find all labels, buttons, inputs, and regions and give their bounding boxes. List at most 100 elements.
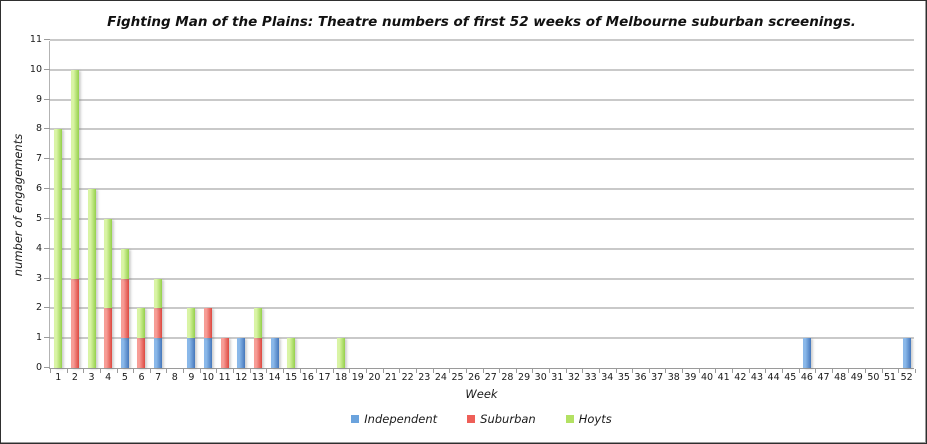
x-axis-tick <box>349 369 351 373</box>
y-axis-tick <box>44 307 50 309</box>
x-tick-label: 5 <box>121 372 128 383</box>
x-axis-tick <box>116 369 118 373</box>
x-tick-label: 49 <box>850 372 863 383</box>
x-tick-label: 44 <box>767 372 780 383</box>
bar-segment-independent-week-9 <box>187 338 196 368</box>
bar-segment-suburban-week-11 <box>220 338 229 368</box>
bar-segment-suburban-week-13 <box>253 338 262 368</box>
bar-segment-suburban-week-4 <box>104 308 113 368</box>
x-axis-tick <box>665 369 667 373</box>
x-axis-tick <box>50 369 51 373</box>
x-tick-label: 37 <box>651 372 664 383</box>
x-axis-tick <box>748 369 750 373</box>
y-axis-tick <box>44 247 50 249</box>
legend-item-hoyts: Hoyts <box>565 413 612 425</box>
x-axis-tick <box>216 369 218 373</box>
x-tick-label: 38 <box>667 372 680 383</box>
bar-segment-independent-week-5 <box>120 338 129 368</box>
x-tick-label: 10 <box>201 372 215 383</box>
bar-segment-independent-week-12 <box>237 338 246 368</box>
x-axis-tick <box>565 369 567 373</box>
y-tick-label: 5 <box>35 212 42 224</box>
x-axis-tick <box>765 369 767 373</box>
y-axis-tick <box>44 39 50 40</box>
x-axis-tick <box>549 369 551 373</box>
x-tick-label: 28 <box>501 372 514 383</box>
x-axis-tick <box>698 369 700 373</box>
x-tick-label: 7 <box>155 372 162 383</box>
chart-title: Fighting Man of the Plains: Theatre numb… <box>107 14 856 30</box>
x-tick-label: 46 <box>800 372 813 383</box>
x-tick-label: 48 <box>834 372 847 383</box>
bar-segment-hoyts-week-15 <box>287 338 296 368</box>
x-axis-tick <box>432 369 434 373</box>
bar-segment-hoyts-week-3 <box>87 189 96 368</box>
x-tick-label: 23 <box>418 372 431 383</box>
bar-segment-suburban-week-7 <box>154 308 163 339</box>
x-axis-tick <box>66 369 68 373</box>
x-tick-label: 17 <box>318 372 331 383</box>
bar-segment-independent-week-7 <box>154 338 163 368</box>
x-axis-tick <box>532 369 534 373</box>
x-tick-label: 14 <box>268 372 281 383</box>
x-axis-tick <box>615 369 617 373</box>
x-axis-tick <box>482 369 484 373</box>
x-axis-tick <box>848 369 850 373</box>
bar-segment-hoyts-week-6 <box>137 308 146 339</box>
legend-label-suburban: Suburban <box>480 412 536 426</box>
y-tick-label: 11 <box>29 34 42 45</box>
y-axis-tick <box>44 217 50 219</box>
y-axis-tick <box>44 367 50 368</box>
y-axis-tick <box>44 337 50 339</box>
x-tick-label: 3 <box>88 372 95 383</box>
x-axis-tick <box>715 369 717 373</box>
legend-item-suburban: Suburban <box>467 413 536 425</box>
x-tick-label: 15 <box>285 372 298 383</box>
bar-segment-suburban-week-5 <box>120 278 129 339</box>
x-axis-tick <box>865 369 867 373</box>
bar-segment-hoyts-week-5 <box>120 248 129 279</box>
x-axis-tick <box>732 369 734 373</box>
x-axis-tick <box>648 369 650 373</box>
x-tick-label: 35 <box>617 372 630 383</box>
x-axis-tick <box>199 369 201 373</box>
x-tick-label: 12 <box>235 372 248 383</box>
x-tick-label: 27 <box>484 372 497 383</box>
x-tick-label: 11 <box>218 372 231 383</box>
x-tick-label: 9 <box>188 372 195 383</box>
x-axis-tick <box>249 369 251 373</box>
x-axis-tick <box>499 369 501 373</box>
x-axis-tick <box>798 369 800 373</box>
legend-swatch-hoyts <box>565 415 574 423</box>
y-tick-label: 1 <box>35 332 42 344</box>
x-axis-tick <box>266 369 268 373</box>
y-tick-label: 9 <box>35 93 42 105</box>
x-axis-tick <box>382 369 384 373</box>
x-axis-tick <box>299 369 301 373</box>
y-tick-label: 6 <box>35 183 42 195</box>
y-axis-tick <box>44 277 50 279</box>
x-tick-label: 1 <box>55 372 62 383</box>
x-axis-tick <box>232 369 234 373</box>
x-axis-tick <box>166 369 168 373</box>
bar-segment-hoyts-week-1 <box>54 129 63 368</box>
gridline <box>50 128 914 131</box>
x-axis-tick <box>183 369 185 373</box>
x-tick-label: 4 <box>105 372 112 383</box>
bar-segment-hoyts-week-13 <box>253 308 262 339</box>
x-tick-label: 51 <box>883 372 897 383</box>
x-axis-tick <box>781 369 783 373</box>
bar-segment-independent-week-10 <box>204 338 213 368</box>
bar-segment-suburban-week-2 <box>70 278 79 368</box>
x-axis-tick <box>831 369 833 373</box>
x-tick-label: 32 <box>567 372 581 383</box>
y-axis-tick <box>44 98 50 100</box>
x-axis-tick <box>515 369 517 373</box>
bar-segment-independent-week-46 <box>802 338 811 368</box>
x-axis-tick <box>99 369 101 373</box>
gridline <box>50 307 914 310</box>
x-tick-label: 50 <box>867 372 880 383</box>
x-tick-label: 19 <box>351 372 364 383</box>
y-tick-label: 2 <box>35 302 42 314</box>
y-tick-label: 7 <box>35 153 42 165</box>
